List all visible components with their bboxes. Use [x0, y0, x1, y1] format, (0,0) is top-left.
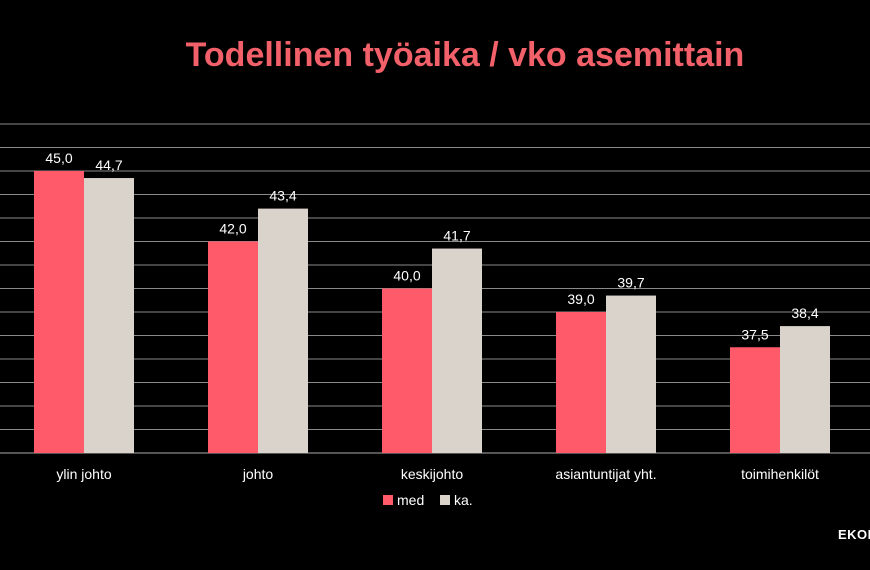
category-label: keskijohto: [401, 466, 463, 482]
data-label: 40,0: [393, 268, 420, 284]
bar-med-3: [382, 288, 432, 453]
data-label: 37,5: [741, 326, 768, 342]
bar-ka-2: [258, 208, 308, 453]
bar-ka-4: [606, 295, 656, 453]
bars: [34, 171, 830, 454]
data-label: 41,7: [443, 228, 470, 244]
data-labels: 45,0 44,7 42,0 43,4 40,0 41,7 39,0 39,7 37,5 38,4: [45, 150, 818, 342]
legend-label: ka.: [454, 492, 473, 508]
category-label: toimihenkilöt: [741, 466, 819, 482]
bar-ka-1: [84, 178, 134, 454]
brand-logo-text: EKON: [838, 527, 870, 542]
gridlines: [0, 123, 870, 454]
data-label: 38,4: [791, 305, 818, 321]
bar-ka-3: [432, 248, 482, 453]
category-label: johto: [242, 466, 274, 482]
legend-swatch-ka: [440, 495, 450, 505]
chart-title: Todellinen työaika / vko asemittain: [185, 36, 745, 74]
data-label: 45,0: [45, 150, 72, 166]
category-labels: ylin johto johto keskijohto asiantuntijat y…: [56, 466, 819, 482]
category-label: ylin johto: [56, 466, 111, 482]
data-label: 39,0: [567, 291, 594, 307]
bar-ka-5: [780, 326, 830, 453]
category-label: asiantuntijat yht.: [555, 466, 656, 482]
data-label: 44,7: [95, 157, 122, 173]
data-label: 39,7: [617, 275, 644, 291]
legend-swatch-med: [383, 495, 393, 505]
data-label: 43,4: [269, 188, 296, 204]
data-label: 42,0: [219, 221, 246, 237]
bar-med-5: [730, 347, 780, 453]
legend: med ka.: [383, 492, 473, 508]
bar-med-4: [556, 312, 606, 453]
bar-med-1: [34, 171, 84, 453]
legend-label: med: [397, 492, 424, 508]
bar-med-2: [208, 241, 258, 453]
